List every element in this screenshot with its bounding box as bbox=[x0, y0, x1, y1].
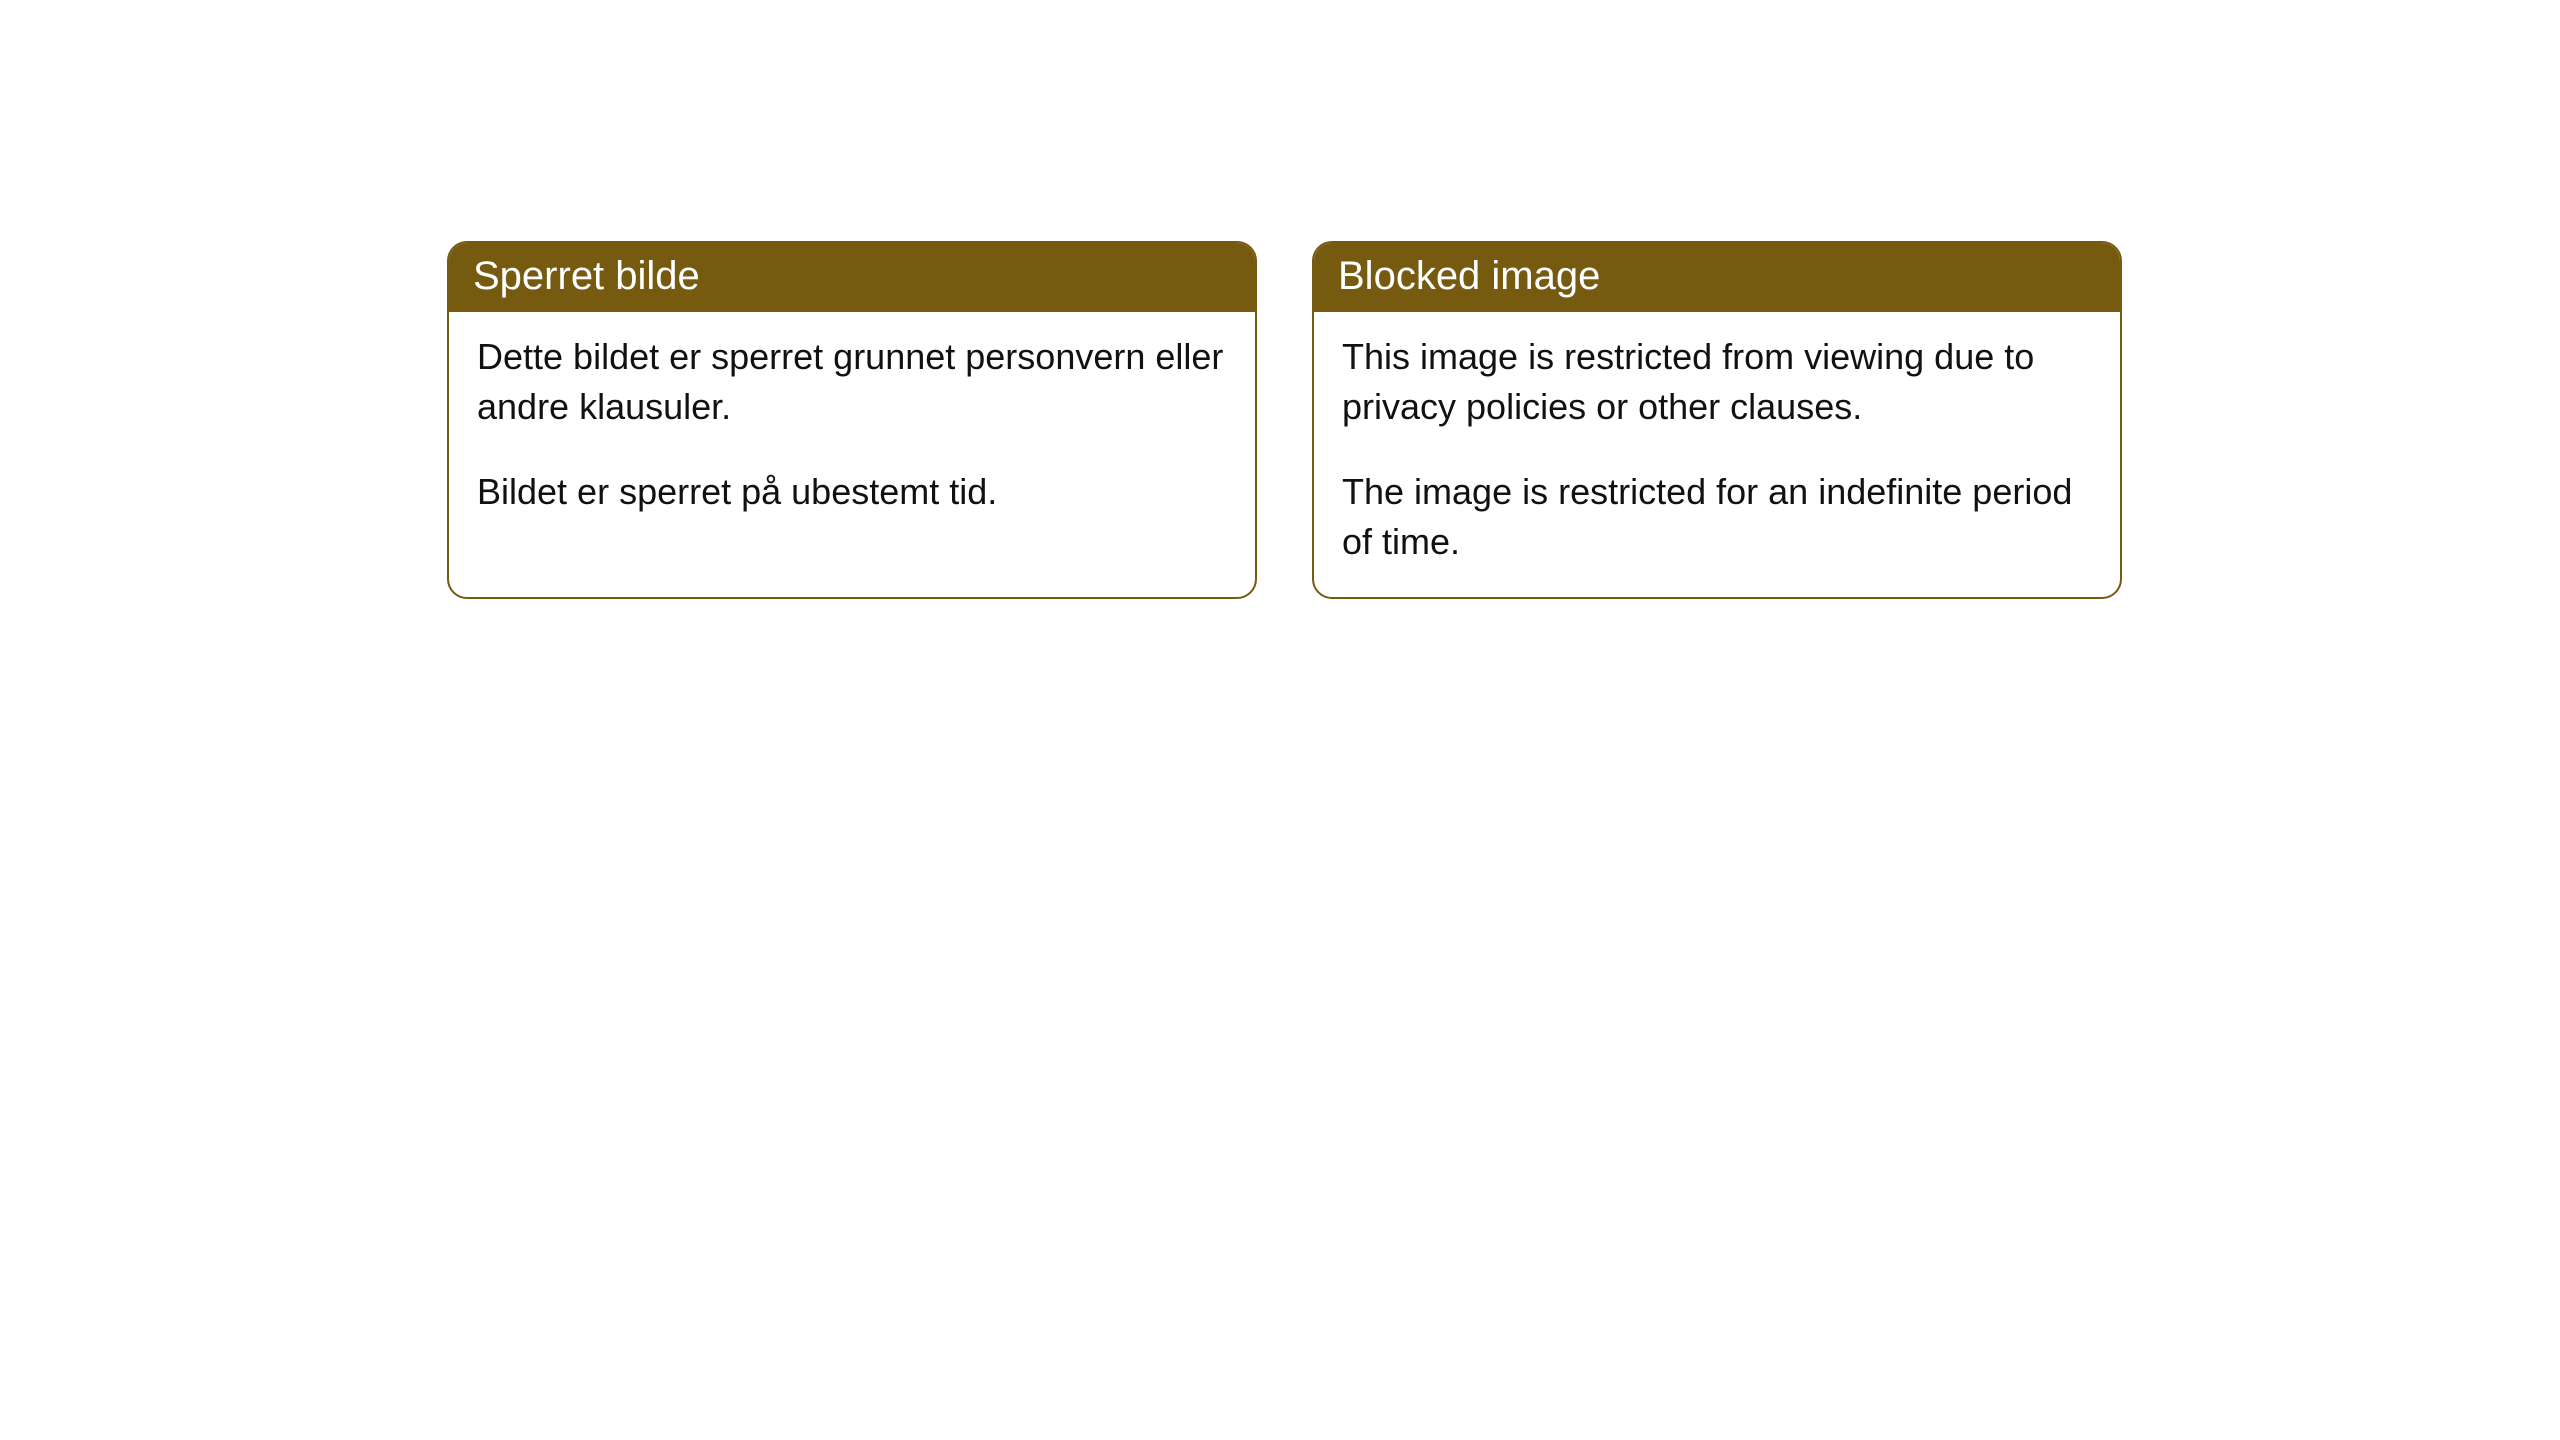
card-body-text-1-en: This image is restricted from viewing du… bbox=[1342, 332, 2092, 431]
notice-cards-container: Sperret bilde Dette bildet er sperret gr… bbox=[0, 0, 2560, 599]
blocked-image-card-en: Blocked image This image is restricted f… bbox=[1312, 241, 2122, 599]
card-body-text-2-en: The image is restricted for an indefinit… bbox=[1342, 467, 2092, 566]
card-body-text-1-no: Dette bildet er sperret grunnet personve… bbox=[477, 332, 1227, 431]
card-body-en: This image is restricted from viewing du… bbox=[1314, 312, 2120, 597]
card-header-no: Sperret bilde bbox=[449, 243, 1255, 312]
card-body-text-2-no: Bildet er sperret på ubestemt tid. bbox=[477, 467, 1227, 517]
blocked-image-card-no: Sperret bilde Dette bildet er sperret gr… bbox=[447, 241, 1257, 599]
card-header-en: Blocked image bbox=[1314, 243, 2120, 312]
card-body-no: Dette bildet er sperret grunnet personve… bbox=[449, 312, 1255, 547]
